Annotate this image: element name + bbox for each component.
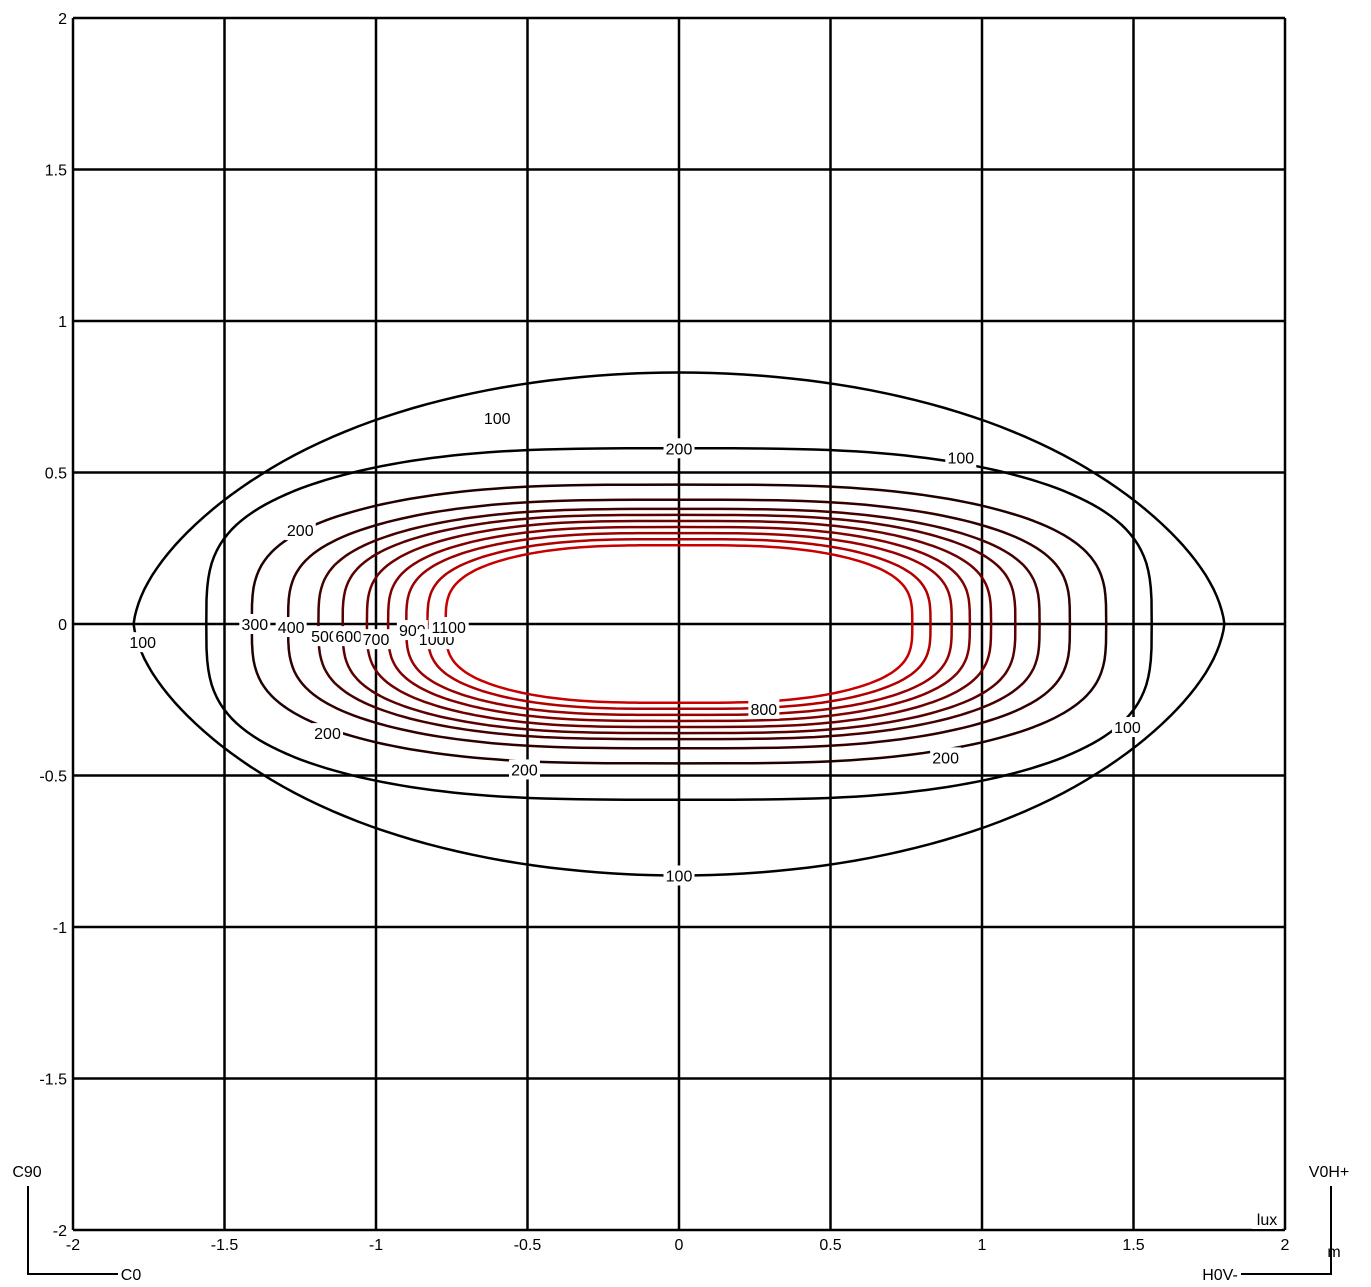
contour-700 [365,519,993,729]
x-tick-label: 2 [1281,1237,1290,1254]
contour-label-text: 800 [750,702,777,719]
contour-label: 200 [284,520,316,541]
y-tick-label: -2 [53,1223,67,1240]
x-tick-label: 0 [675,1237,684,1254]
unit-label: lux [1257,1212,1277,1229]
contour-label: 600 [333,626,365,647]
contour-label-text: 100 [484,411,511,428]
contour-label-text: 200 [511,762,538,779]
contour-label: 200 [930,747,962,768]
x-tick-label: 1.5 [1122,1237,1144,1254]
contour-label-text: 300 [241,617,268,634]
contour-label: 500 [308,626,340,647]
contour-label: 200 [312,723,344,744]
contour-label-text: 200 [932,750,959,767]
x-tick-label: 0.5 [819,1237,841,1254]
contour-label-text: 600 [335,629,362,646]
contour-label: 100 [945,447,977,468]
contour-label: 400 [275,617,307,638]
contour-label: 300 [239,614,271,634]
contour-label: 100 [663,865,695,886]
contour-label: 100 [1111,717,1143,738]
c-axis-marker: C90 C0 [12,1164,141,1284]
contour-100 [132,371,1226,877]
y-tick-label: -0.5 [39,769,67,786]
contour-500 [317,507,1041,741]
contour-label: 200 [663,438,695,459]
contour-800 [386,525,972,723]
contour-label: 100 [127,632,159,653]
contour-600 [341,513,1017,735]
contour-label-text: 100 [1114,720,1141,737]
contour-label-text: 200 [314,726,341,743]
contour-label: 100 [481,407,513,428]
contour-label-text: 100 [666,868,693,885]
x-tick-label: -0.5 [514,1237,542,1254]
y-tick-label: 0.5 [45,466,67,483]
contour-label-text: 100 [947,450,974,467]
y-tick-label: 1 [58,314,67,331]
contour-label-text: 500 [311,629,338,646]
x-tick-label: 1 [978,1237,987,1254]
contour-label: 700 [360,629,392,650]
tick-labels: -2 -1.5 -1 -0.5 0 0.5 1 1.5 2 -2 -1.5 -1 -0.5 0 0.5 1 1.… [39,11,1289,1254]
y-tick-label: 0 [58,617,67,634]
axis-unit-label: m [1327,1244,1340,1261]
contour-label: 800 [748,698,780,719]
c90-label: C90 [12,1164,41,1181]
contour-label-text: 400 [278,620,305,637]
contour-label: 1100 [428,617,469,638]
contour-label-text: 200 [287,523,314,540]
c0-label: C0 [121,1267,142,1284]
y-tick-label: 2 [58,11,67,28]
contour-label-text: 700 [363,632,390,649]
contour-label-text: 200 [666,441,693,458]
v0h-label: V0H+ [1309,1164,1349,1181]
x-tick-label: -1 [369,1237,383,1254]
contour-label-text: 100 [129,635,156,652]
unit-box: lux [1252,1209,1282,1229]
y-tick-label: 1.5 [45,163,67,180]
y-tick-label: -1.5 [39,1072,67,1089]
x-tick-label: -2 [66,1237,80,1254]
y-tick-label: -1 [53,920,67,937]
grid [71,16,1287,1232]
contour-label: 200 [508,759,540,780]
h0v-label: H0V- [1202,1267,1238,1284]
h-axis-marker: V0H+ H0V- [1202,1164,1349,1284]
x-tick-label: -1.5 [211,1237,239,1254]
contour-label-text: 1100 [432,620,467,637]
